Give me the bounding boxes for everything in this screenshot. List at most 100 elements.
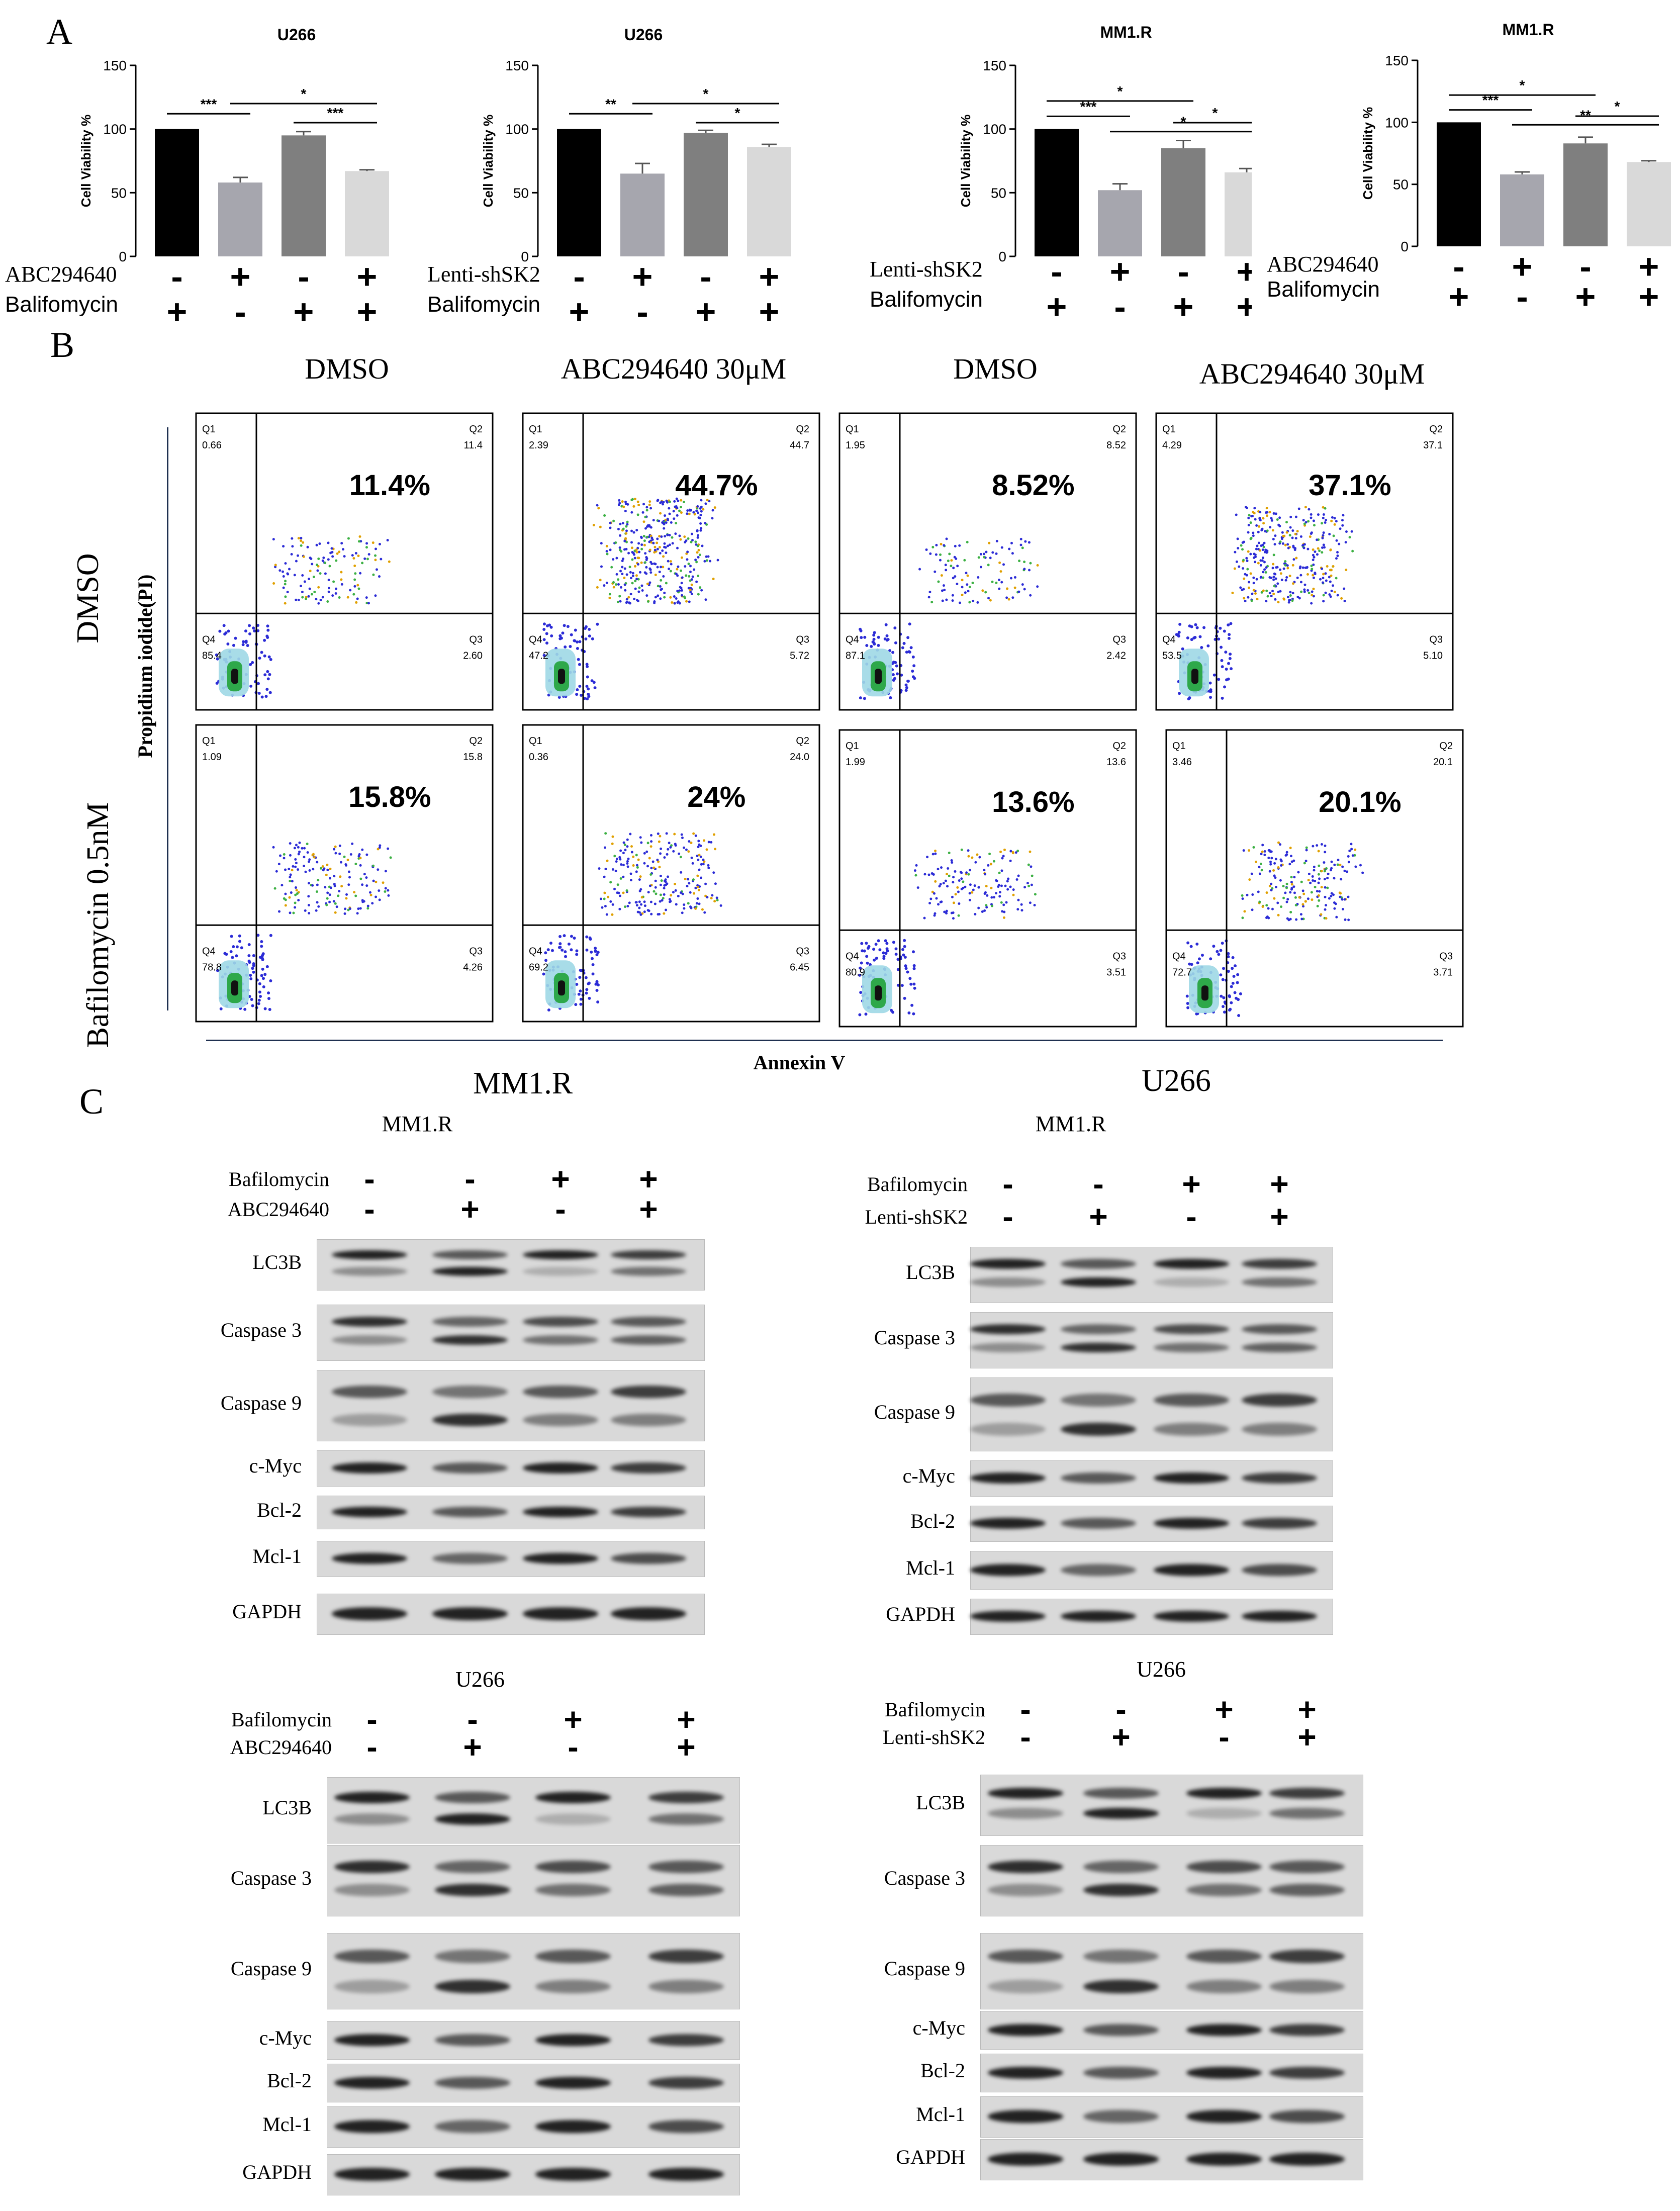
event-dot: [265, 965, 269, 968]
event-dot: [281, 570, 284, 573]
event-dot: [863, 697, 866, 700]
event-dot: [1000, 869, 1003, 872]
event-dot: [629, 872, 632, 875]
event-dot: [1274, 598, 1277, 601]
event-dot: [603, 891, 606, 894]
event-dot: [1243, 597, 1246, 600]
event-dot: [648, 581, 651, 584]
event-dot: [1289, 526, 1292, 529]
event-dot: [1269, 526, 1272, 529]
event-dot: [588, 634, 591, 638]
event-dot: [1348, 536, 1351, 539]
event-dot: [622, 852, 625, 855]
event-dot: [701, 908, 704, 911]
event-dot: [912, 664, 916, 668]
event-dot: [719, 904, 722, 907]
event-dot: [293, 847, 296, 850]
event-dot: [293, 574, 296, 577]
event-dot: [968, 898, 971, 901]
event-dot: [340, 583, 343, 586]
event-dot: [1221, 696, 1224, 700]
event-dot: [1285, 900, 1288, 903]
event-dot: [294, 858, 297, 861]
event-dot: [863, 949, 866, 953]
event-dot: [570, 948, 573, 952]
event-dot: [679, 856, 682, 859]
event-dot: [907, 1011, 911, 1015]
event-dot: [384, 887, 387, 890]
condition-sign: -: [1002, 1199, 1013, 1235]
event-dot: [290, 891, 293, 894]
event-dot: [1298, 896, 1301, 899]
event-dot: [1273, 897, 1276, 900]
event-dot: [619, 849, 622, 852]
event-dot: [317, 557, 320, 560]
event-dot: [712, 578, 715, 581]
event-dot: [1341, 524, 1344, 527]
event-dot: [1230, 1001, 1233, 1004]
condition-sign: -: [464, 1161, 476, 1197]
event-dot: [316, 861, 319, 864]
event-dot: [1257, 541, 1260, 544]
event-dot: [1272, 554, 1275, 557]
event-dot: [947, 867, 950, 870]
event-dot: [369, 893, 372, 896]
event-dot: [563, 624, 566, 627]
event-dot: [967, 873, 970, 876]
event-dot: [1289, 847, 1292, 850]
protein-band: [332, 1317, 407, 1327]
event-dot: [690, 583, 693, 586]
event-dot: [704, 522, 707, 525]
event-dot: [1272, 576, 1275, 579]
event-dot: [1230, 667, 1233, 671]
event-dot: [625, 573, 628, 576]
event-dot: [690, 540, 693, 543]
q1-value: 3.46: [1172, 757, 1192, 768]
event-dot: [644, 552, 647, 555]
event-dot: [877, 939, 880, 943]
event-dot: [696, 536, 699, 539]
q2-percent-label: 11.4%: [349, 469, 430, 502]
q2-name: Q2: [1439, 741, 1453, 752]
protein-band: [611, 1413, 686, 1426]
event-dot: [1295, 557, 1298, 560]
event-dot: [1259, 576, 1262, 579]
protein-label: Mcl-1: [262, 2113, 312, 2136]
event-dot: [895, 672, 899, 676]
event-dot: [1354, 865, 1357, 868]
event-dot: [978, 856, 981, 859]
bar: [1035, 129, 1079, 256]
event-dot: [297, 868, 300, 871]
protein-band: [1242, 1277, 1317, 1287]
event-dot: [652, 519, 655, 522]
q4-name: Q4: [1162, 634, 1176, 645]
event-dot: [600, 542, 603, 545]
event-dot: [1292, 582, 1295, 585]
event-dot: [300, 585, 303, 588]
q2-value: 20.1: [1433, 757, 1453, 768]
event-dot: [1013, 576, 1016, 579]
event-dot: [1306, 573, 1309, 576]
q2-name: Q2: [469, 424, 483, 435]
q1-name: Q1: [846, 741, 859, 752]
event-dot: [365, 546, 368, 549]
event-dot: [699, 845, 702, 848]
event-dot: [634, 580, 637, 583]
event-dot: [1198, 635, 1202, 638]
event-dot: [677, 894, 680, 897]
event-dot: [365, 542, 368, 545]
event-dot: [1290, 888, 1293, 891]
event-dot: [640, 896, 643, 899]
event-dot: [707, 841, 710, 844]
event-dot: [654, 574, 657, 577]
event-dot: [912, 964, 916, 967]
event-dot: [645, 566, 648, 569]
event-dot: [896, 958, 900, 961]
event-dot: [646, 842, 649, 845]
event-dot: [710, 841, 713, 844]
event-dot: [262, 985, 265, 988]
event-dot: [227, 629, 230, 633]
event-dot: [599, 579, 602, 582]
event-dot: [261, 967, 264, 971]
event-dot: [338, 596, 341, 599]
